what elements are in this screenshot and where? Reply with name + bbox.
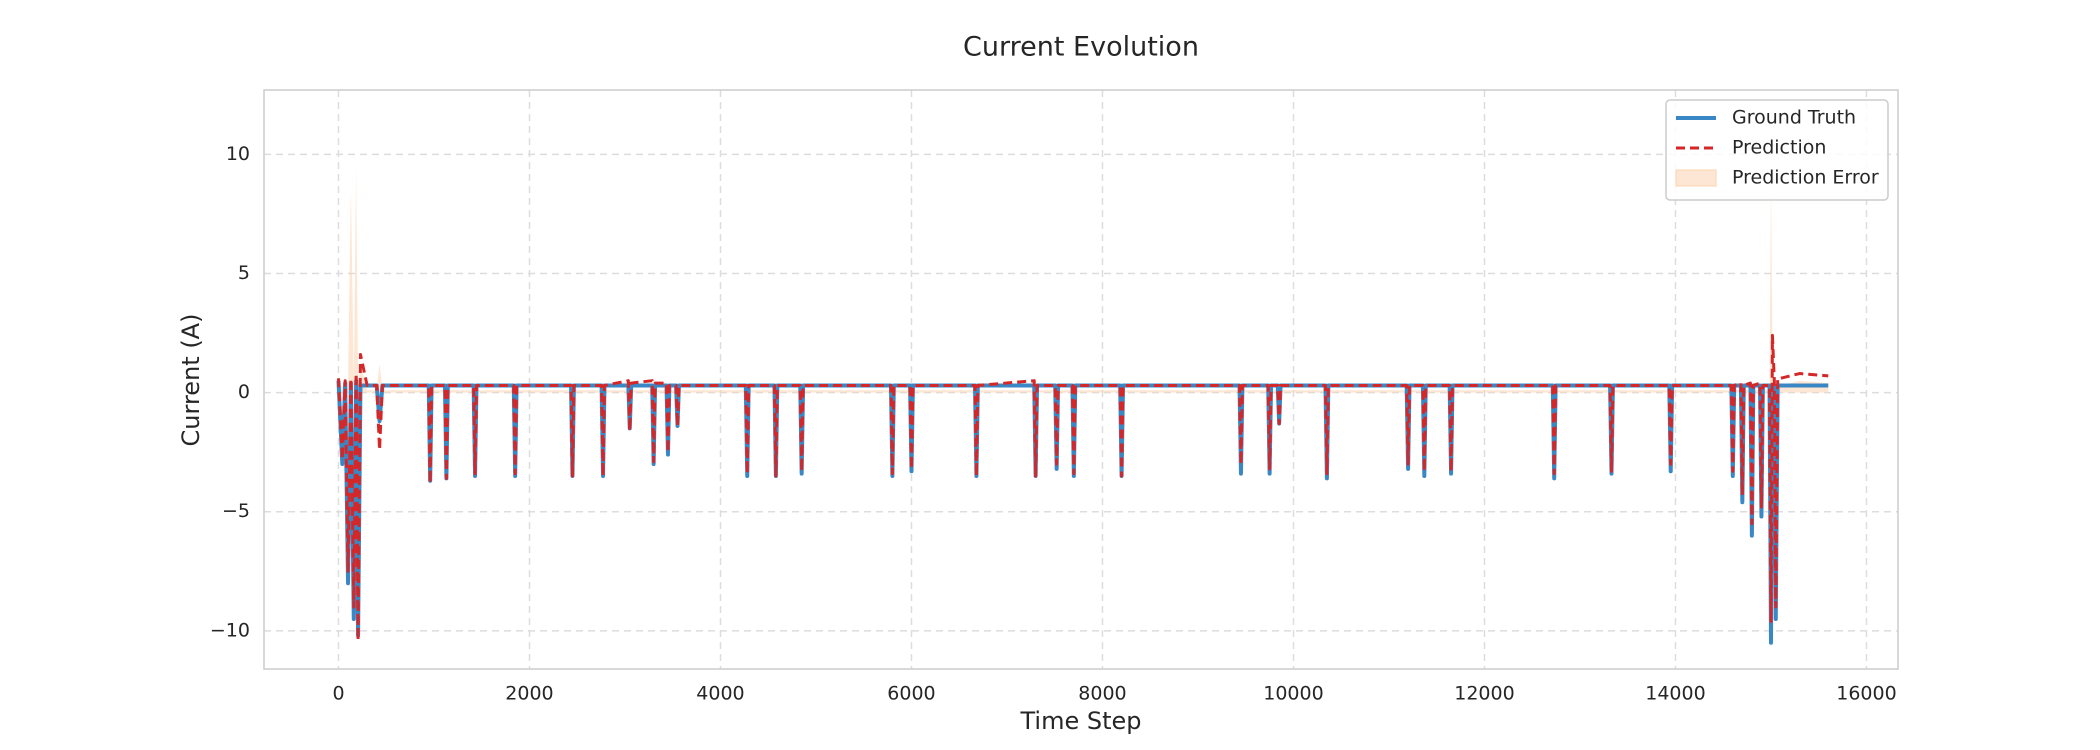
x-tick-label: 16000 [1836, 683, 1896, 705]
y-tick-label: 10 [226, 143, 250, 165]
x-tick-label: 6000 [887, 683, 935, 705]
series-line [336, 333, 1829, 642]
legend-box [1665, 99, 1889, 201]
plot-frame [263, 89, 1899, 670]
x-tick-label: 12000 [1454, 683, 1514, 705]
x-tick-label: 8000 [1078, 683, 1126, 705]
x-tick-label: 14000 [1645, 683, 1705, 705]
chart-title: Current Evolution [963, 32, 1199, 63]
x-tick-label: 10000 [1263, 683, 1323, 705]
legend-label: Ground Truth [1732, 107, 1856, 129]
legend-swatch [1675, 169, 1717, 187]
y-tick-label: 5 [238, 262, 250, 284]
y-tick-label: −10 [210, 619, 250, 641]
x-tick-label: 2000 [505, 683, 553, 705]
x-tick-label: 0 [332, 683, 344, 705]
x-axis-label: Time Step [1019, 707, 1141, 735]
y-tick-label: 0 [238, 381, 250, 403]
y-axis-label: Current (A) [177, 314, 205, 447]
legend-label: Prediction [1732, 137, 1826, 159]
x-tick-label: 4000 [696, 683, 744, 705]
plot-marks [336, 168, 1829, 645]
legend-label: Prediction Error [1732, 167, 1879, 189]
legend: Ground Truth Prediction Prediction Error [1665, 99, 1889, 201]
y-tick-label: −5 [222, 500, 250, 522]
